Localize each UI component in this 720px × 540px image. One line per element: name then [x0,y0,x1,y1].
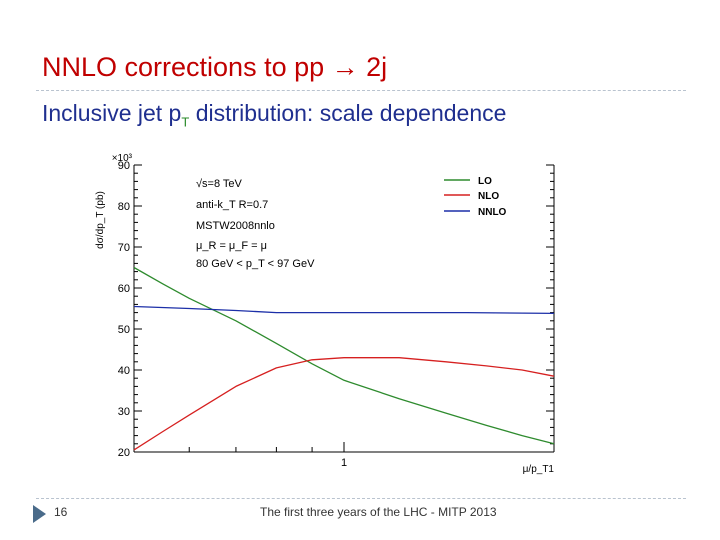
series-line-nnlo [133,305,555,315]
x-tick-label: 1 [341,457,347,469]
slide-subtitle: Inclusive jet pT distribution: scale dep… [42,100,506,130]
legend-label-nnlo: NNLO [478,207,507,218]
legend-label-nlo: NLO [478,191,499,202]
y-tick-label: 80 [118,201,130,213]
footer-divider [36,498,686,499]
x-axis-label: μ/p_T1 [523,464,555,475]
slide-title: NNLO corrections to pp → 2j [42,52,388,82]
y-multiplier: ×10³ [112,153,133,164]
bullet-arrow-icon [33,505,46,523]
subtitle-subscript: T [181,114,190,130]
y-tick-label: 50 [118,324,130,336]
y-tick-label: 60 [118,283,130,295]
scale-dependence-chart: 20 30 40 50 60 70 80 90 1 dσ/dp_T (pb) ×10³ μ/p… [95,153,555,475]
y-ticks: 20 30 40 50 60 70 80 90 [118,160,554,459]
annotation-block: √s=8 TeV anti-k_T R=0.7 MSTW2008nnlo μ_R… [196,178,315,270]
y-tick-label: 90 [118,160,130,172]
y-axis-label: dσ/dp_T (pb) [95,191,106,249]
y-tick-label: 40 [118,365,130,377]
subtitle-text: Inclusive jet p [42,100,182,126]
y-tick-label: 20 [118,447,130,459]
y-tick-label: 30 [118,406,130,418]
title-divider [36,90,686,91]
x-ticks: 1 [133,442,555,469]
annotation-algorithm: anti-k_T R=0.7 [196,199,268,211]
footer-text: The first three years of the LHC - MITP … [260,505,497,519]
page-number: 16 [54,505,68,519]
subtitle-rest: distribution: scale dependence [189,100,507,126]
annotation-sqrt-s: √s=8 TeV [196,178,243,190]
legend-label-lo: LO [478,176,492,187]
series-line-nlo [133,357,555,451]
annotation-scales: μ_R = μ_F = μ [196,240,267,252]
annotation-pdf: MSTW2008nnlo [196,220,275,232]
series-lines [133,266,555,451]
annotation-pt-range: 80 GeV < p_T < 97 GeV [196,258,315,270]
y-tick-label: 70 [118,242,130,254]
legend: LO NLO NNLO [444,176,507,218]
series-line-lo [133,266,555,445]
